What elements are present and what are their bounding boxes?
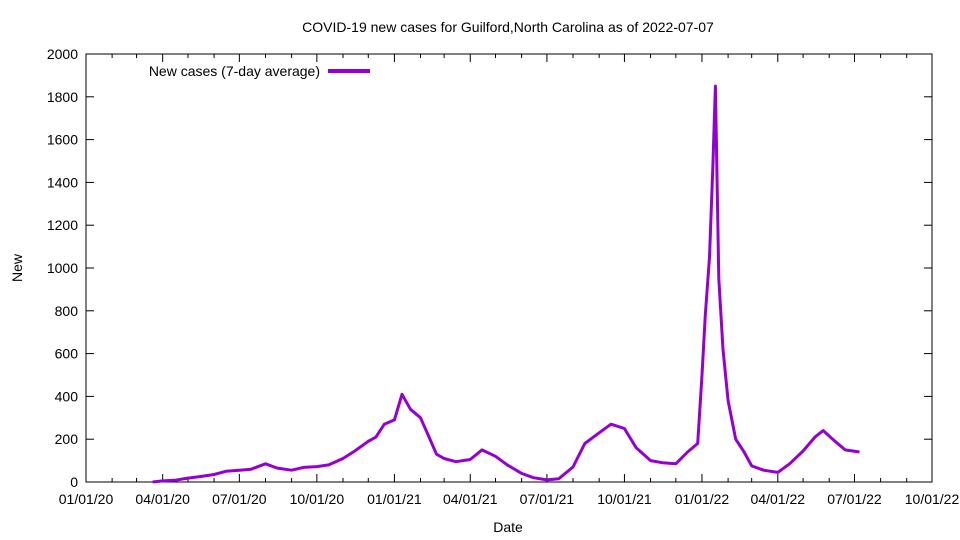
y-tick-label: 2000 — [47, 46, 78, 62]
y-tick-label: 1800 — [47, 89, 78, 105]
y-tick-label: 1400 — [47, 174, 78, 190]
series-layer — [152, 84, 860, 484]
plot-border — [85, 53, 933, 483]
x-tick-label: 07/01/21 — [520, 491, 575, 507]
y-tick-label: 1600 — [47, 132, 78, 148]
y-axis-label: New — [9, 253, 25, 282]
y-tick-label: 1200 — [47, 217, 78, 233]
x-tick-label: 01/01/21 — [367, 491, 422, 507]
x-axis-label: Date — [493, 519, 523, 535]
axis-ticks: 01/01/20 04/01/20 07/01/20 10/01/20 01/01/21… — [47, 46, 960, 507]
series-line-0 — [152, 84, 860, 484]
y-tick-label: 0 — [70, 474, 78, 490]
y-tick-label: 400 — [55, 388, 79, 404]
y-tick-label: 600 — [55, 346, 79, 362]
x-tick-label: 07/01/20 — [212, 491, 267, 507]
x-tick-label: 10/01/22 — [905, 491, 960, 507]
chart-title: COVID-19 new cases for Guilford,North Ca… — [302, 19, 714, 35]
x-tick-label: 10/01/20 — [290, 491, 345, 507]
x-tick-label: 01/01/22 — [675, 491, 730, 507]
x-tick-label: 04/01/20 — [135, 491, 190, 507]
y-tick-label: 800 — [55, 303, 79, 319]
x-tick-label: 01/01/20 — [59, 491, 114, 507]
legend: New cases (7-day average) — [149, 63, 370, 79]
y-tick-label: 200 — [55, 431, 79, 447]
y-tick-label: 1000 — [47, 260, 78, 276]
x-tick-label: 04/01/22 — [751, 491, 806, 507]
x-tick-label: 10/01/21 — [597, 491, 652, 507]
x-tick-label: 04/01/21 — [443, 491, 498, 507]
legend-label: New cases (7-day average) — [149, 63, 320, 79]
x-tick-label: 07/01/22 — [827, 491, 882, 507]
